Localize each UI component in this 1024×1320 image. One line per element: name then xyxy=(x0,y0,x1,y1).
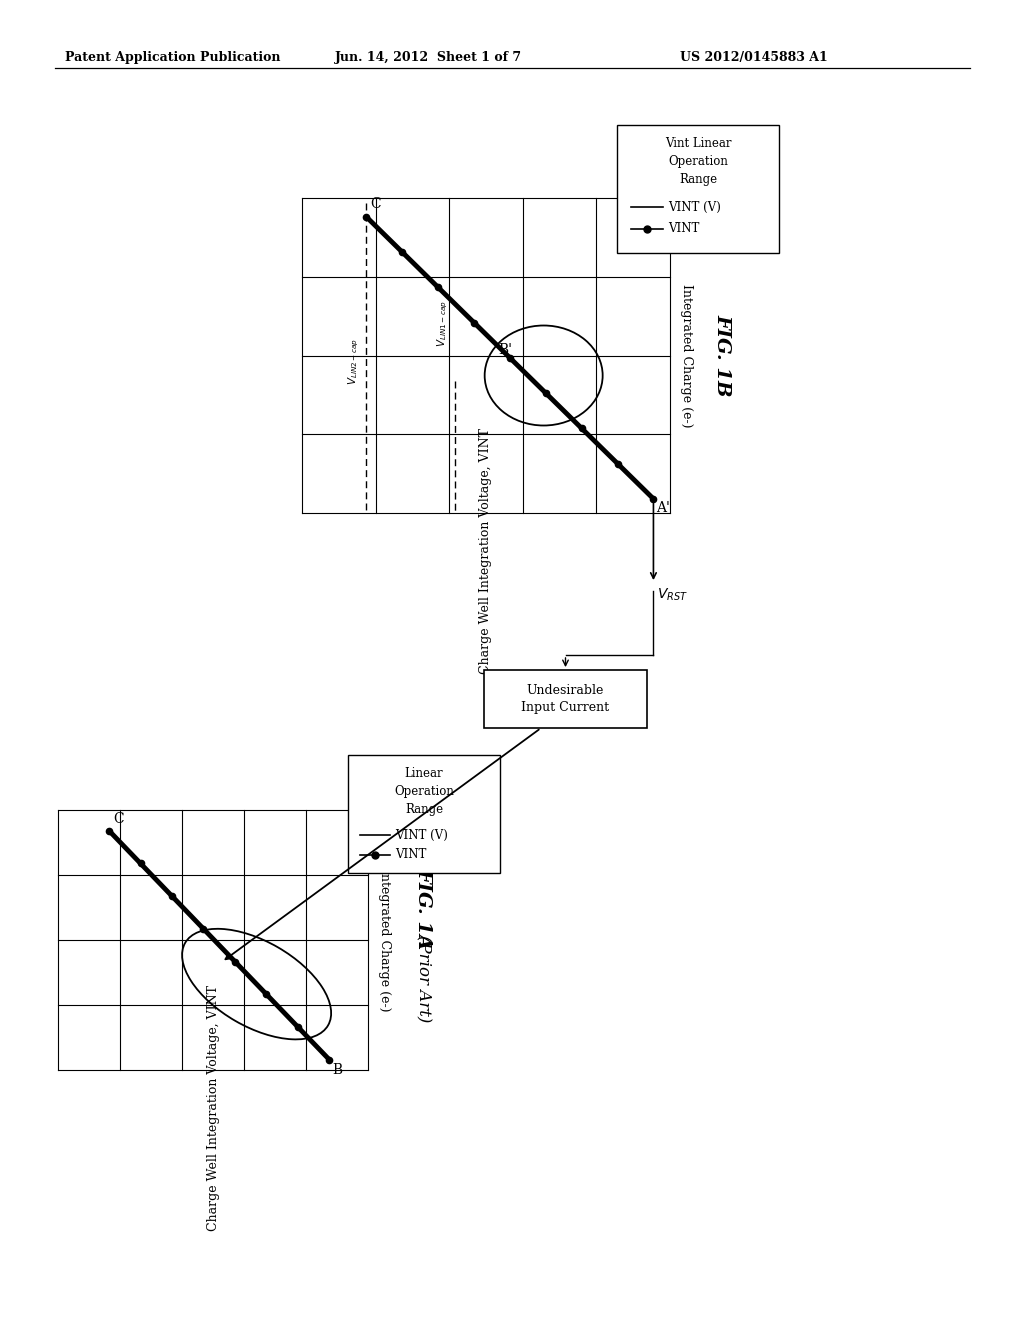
Text: Charge Well Integration Voltage, VINT: Charge Well Integration Voltage, VINT xyxy=(479,428,493,675)
Text: (Prior Art): (Prior Art) xyxy=(415,936,431,1023)
Text: Linear
Operation
Range: Linear Operation Range xyxy=(394,767,454,816)
Text: Charge Well Integration Voltage, VINT: Charge Well Integration Voltage, VINT xyxy=(207,985,219,1232)
Text: VINT (V): VINT (V) xyxy=(668,201,721,214)
Text: $V_{LIN2-cap}$: $V_{LIN2-cap}$ xyxy=(347,338,361,385)
Text: VINT (V): VINT (V) xyxy=(395,829,447,842)
Text: US 2012/0145883 A1: US 2012/0145883 A1 xyxy=(680,50,827,63)
Text: Undesirable
Input Current: Undesirable Input Current xyxy=(521,684,609,714)
Text: VINT: VINT xyxy=(395,849,426,862)
Text: $V_{LIN1-cap}$: $V_{LIN1-cap}$ xyxy=(435,301,450,347)
Text: A': A' xyxy=(656,500,671,515)
Text: B': B' xyxy=(499,342,513,356)
Text: VINT: VINT xyxy=(668,223,699,235)
Bar xyxy=(617,125,779,253)
Text: FIG. 1A: FIG. 1A xyxy=(414,869,432,949)
Text: B: B xyxy=(332,1063,342,1077)
Bar xyxy=(348,755,500,873)
Text: Integrated Charge (e-): Integrated Charge (e-) xyxy=(680,284,692,428)
Text: C: C xyxy=(371,197,381,211)
Text: Jun. 14, 2012  Sheet 1 of 7: Jun. 14, 2012 Sheet 1 of 7 xyxy=(335,50,522,63)
Text: FIG. 1B: FIG. 1B xyxy=(713,314,731,397)
Text: Patent Application Publication: Patent Application Publication xyxy=(65,50,281,63)
Text: Vint Linear
Operation
Range: Vint Linear Operation Range xyxy=(665,137,731,186)
Text: C: C xyxy=(113,812,124,826)
Text: Integrated Charge (e-): Integrated Charge (e-) xyxy=(378,869,390,1011)
Bar xyxy=(484,671,647,729)
Text: $V_{RST}$: $V_{RST}$ xyxy=(657,587,688,603)
